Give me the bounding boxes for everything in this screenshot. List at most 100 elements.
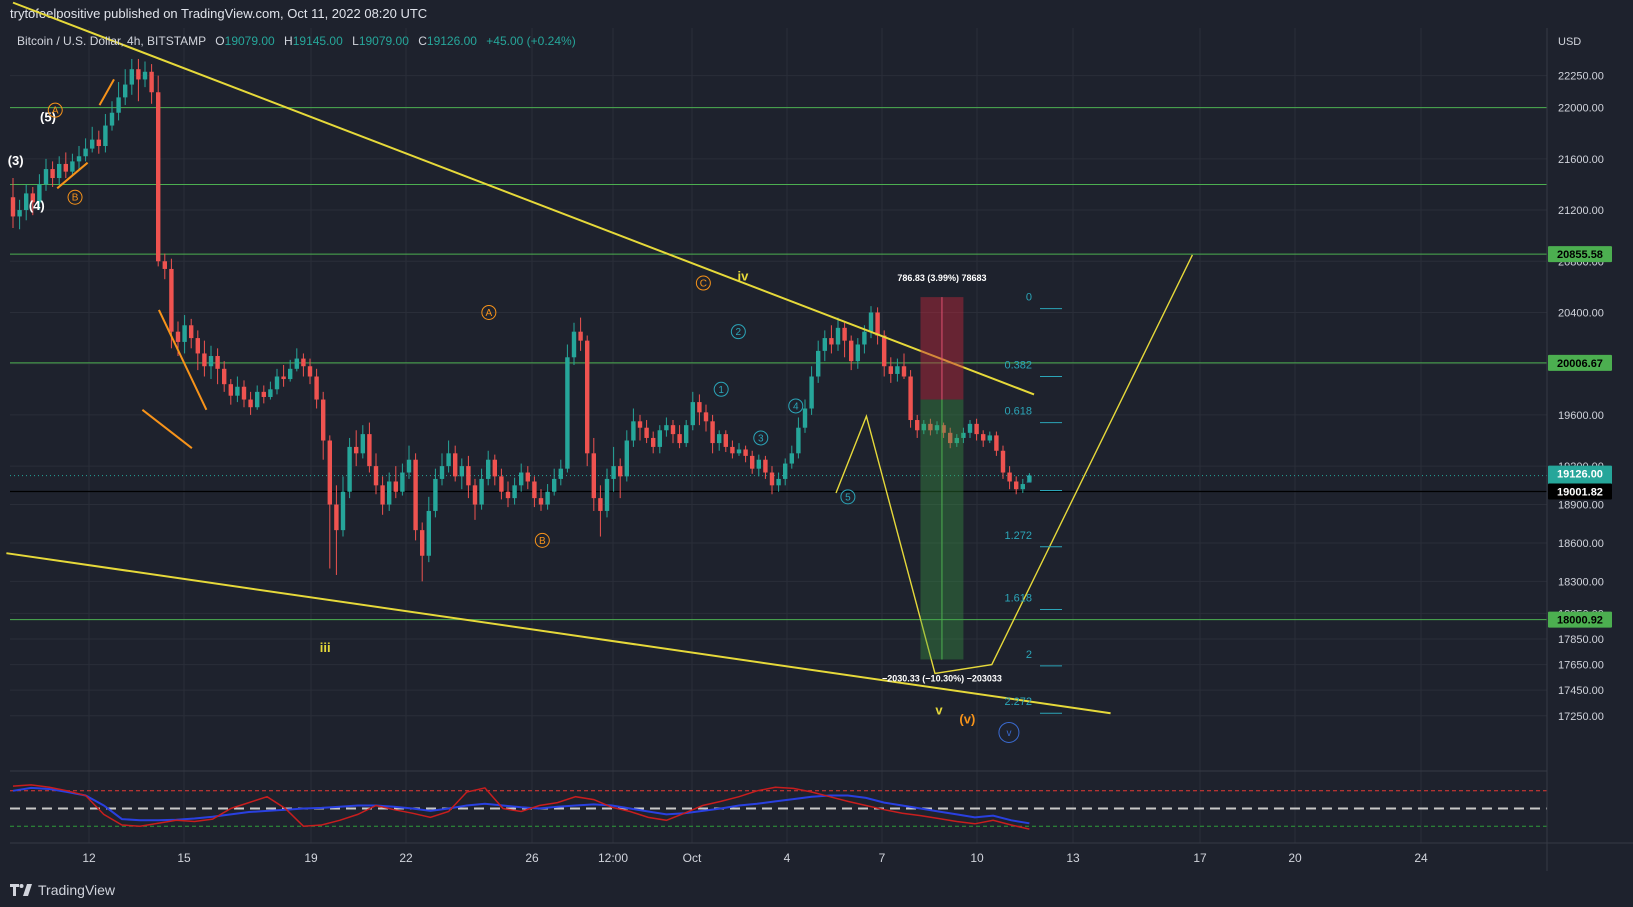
position-tool-layer[interactable]: 786.83 (3.99%) 78683 −2030.33 (−10.30%) −…	[882, 273, 1002, 683]
candle-body[interactable]	[50, 169, 55, 179]
candle-body[interactable]	[202, 353, 207, 367]
candle-body[interactable]	[367, 434, 372, 467]
candle-body[interactable]	[862, 331, 867, 345]
candle-body[interactable]	[525, 472, 530, 482]
candle-body[interactable]	[618, 466, 623, 477]
candle-body[interactable]	[505, 491, 511, 499]
candle-body[interactable]	[710, 421, 715, 444]
candle-body[interactable]	[948, 432, 953, 444]
candle-body[interactable]	[736, 449, 742, 454]
candle-body[interactable]	[255, 391, 260, 408]
candle-body[interactable]	[1027, 475, 1032, 482]
candle-body[interactable]	[195, 338, 200, 354]
candle-body[interactable]	[294, 358, 299, 369]
candle-body[interactable]	[175, 331, 181, 342]
candle-body[interactable]	[895, 366, 900, 374]
candle-body[interactable]	[433, 478, 438, 511]
candle-body[interactable]	[670, 425, 676, 435]
candle-body[interactable]	[822, 338, 827, 351]
fib-extension-layer[interactable]: 0 0.382 0.618 1 1.272 1.618 2 2.272	[1004, 292, 1062, 714]
candle-body[interactable]	[136, 69, 141, 80]
candle-body[interactable]	[413, 459, 418, 531]
candle-body[interactable]	[967, 423, 973, 433]
candle-body[interactable]	[76, 156, 82, 162]
candle-body[interactable]	[512, 485, 517, 499]
candle-body[interactable]	[149, 71, 154, 93]
candle-body[interactable]	[261, 391, 266, 397]
candle-body[interactable]	[274, 376, 280, 390]
candle-body[interactable]	[182, 325, 187, 342]
candle-body[interactable]	[796, 427, 801, 454]
candle-body[interactable]	[70, 161, 75, 172]
trendlines-layer[interactable]	[6, 1, 1194, 715]
candle-body[interactable]	[268, 389, 273, 397]
candle-body[interactable]	[974, 423, 979, 435]
candle-body[interactable]	[189, 325, 194, 339]
candle-body[interactable]	[90, 139, 95, 149]
candle-body[interactable]	[954, 437, 959, 444]
pattern-path[interactable]	[157, 309, 208, 411]
candle-body[interactable]	[934, 425, 940, 431]
candle-body[interactable]	[96, 139, 101, 147]
candle-body[interactable]	[717, 434, 722, 444]
pattern-path[interactable]	[141, 409, 193, 449]
candle-body[interactable]	[334, 504, 339, 531]
candle-body[interactable]	[57, 163, 62, 179]
candle-body[interactable]	[921, 423, 926, 431]
candle-body[interactable]	[571, 331, 577, 358]
candle-body[interactable]	[611, 466, 616, 479]
rsi-line[interactable]	[12, 786, 1030, 825]
candle-body[interactable]	[142, 71, 148, 80]
candle-body[interactable]	[162, 261, 167, 269]
candle-body[interactable]	[637, 421, 643, 428]
candle-body[interactable]	[459, 466, 464, 477]
candle-body[interactable]	[816, 350, 821, 377]
candle-body[interactable]	[1000, 450, 1006, 473]
candle-body[interactable]	[208, 356, 214, 367]
rsi-signal-line[interactable]	[12, 784, 1030, 830]
candle-body[interactable]	[446, 453, 451, 467]
candle-body[interactable]	[677, 434, 682, 444]
candle-body[interactable]	[486, 459, 491, 479]
candle-body[interactable]	[901, 366, 907, 377]
candle-body[interactable]	[987, 435, 992, 441]
candle-body[interactable]	[723, 434, 728, 447]
candle-body[interactable]	[17, 210, 22, 217]
candle-body[interactable]	[321, 399, 326, 441]
candle-body[interactable]	[855, 344, 860, 362]
pattern-path[interactable]	[98, 78, 115, 106]
candle-body[interactable]	[1007, 472, 1012, 482]
candle-body[interactable]	[789, 453, 794, 464]
candle-body[interactable]	[657, 430, 662, 447]
candle-body[interactable]	[426, 510, 431, 556]
candle-body[interactable]	[532, 481, 537, 499]
candle-body[interactable]	[215, 356, 220, 369]
candle-body[interactable]	[10, 197, 16, 217]
candle-body[interactable]	[288, 368, 293, 380]
candle-body[interactable]	[492, 459, 497, 477]
symbol-legend[interactable]: Bitcoin / U.S. Dollar, 4h, BITSTAMP O190…	[17, 34, 576, 48]
candle-body[interactable]	[875, 312, 880, 336]
candle-body[interactable]	[776, 478, 781, 486]
candle-body[interactable]	[156, 92, 161, 262]
candle-body[interactable]	[129, 69, 134, 85]
candle-body[interactable]	[479, 478, 484, 505]
candle-body[interactable]	[37, 184, 42, 203]
candle-body[interactable]	[228, 384, 233, 396]
candle-body[interactable]	[961, 432, 966, 438]
candle-body[interactable]	[103, 125, 108, 147]
candle-body[interactable]	[373, 466, 379, 486]
candle-body[interactable]	[360, 434, 365, 454]
candle-body[interactable]	[340, 491, 346, 531]
candle-body[interactable]	[109, 112, 115, 126]
candle-body[interactable]	[393, 481, 398, 492]
candle-body[interactable]	[24, 193, 29, 211]
candle-body[interactable]	[585, 340, 590, 454]
candle-body[interactable]	[222, 368, 227, 385]
pattern-path[interactable]	[56, 161, 89, 190]
candle-body[interactable]	[684, 425, 689, 444]
candle-body[interactable]	[439, 466, 445, 479]
candle-body[interactable]	[730, 446, 735, 454]
candle-body[interactable]	[241, 386, 247, 400]
candle-body[interactable]	[519, 472, 524, 486]
